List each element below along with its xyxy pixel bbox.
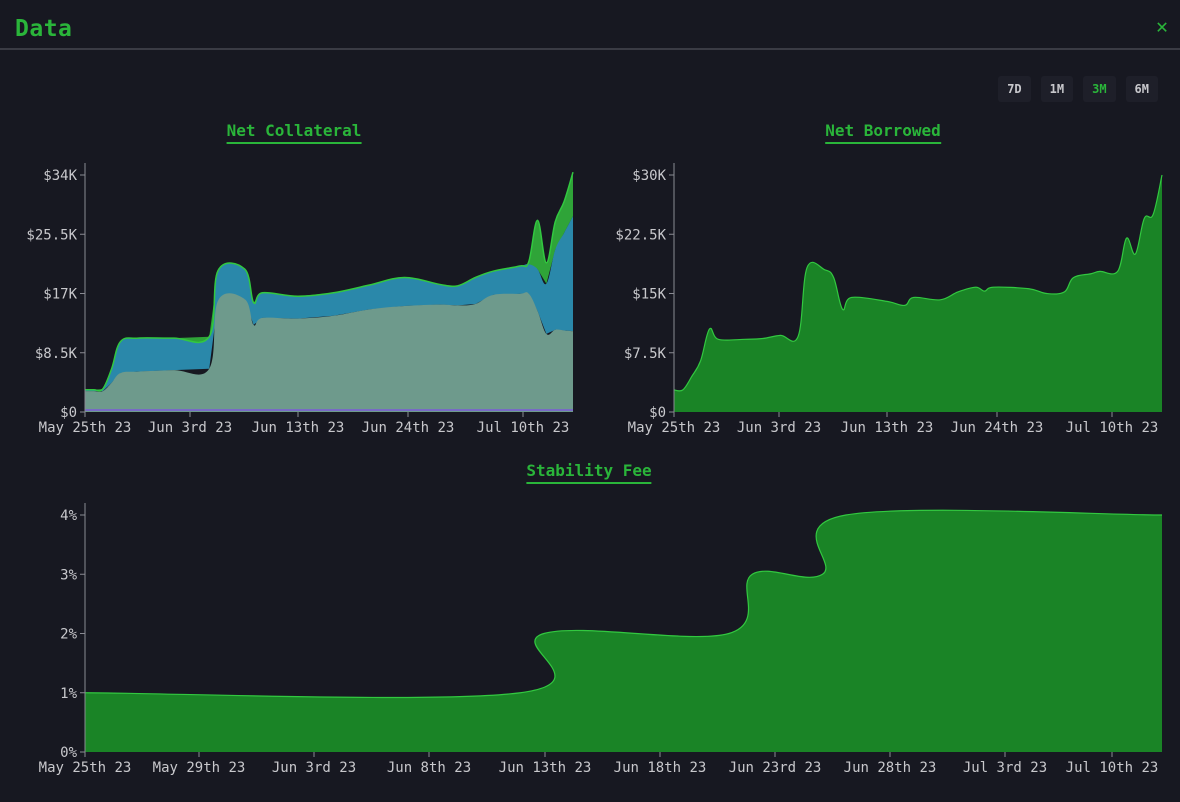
stability-y-tick-label: 1% (60, 686, 77, 702)
collateral-y-tick-label: $34K (43, 168, 77, 184)
stability-x-tick-label: May 29th 23 (153, 760, 246, 776)
range-button-1m[interactable]: 1M (1040, 76, 1074, 102)
borrowed-x-tick-label: Jun 13th 23 (841, 420, 934, 436)
net-collateral-title: Net Collateral (226, 121, 362, 144)
stability-x-tick-label: Jun 13th 23 (499, 760, 592, 776)
range-button-3m[interactable]: 3M (1083, 76, 1116, 102)
range-button-6m[interactable]: 6M (1125, 76, 1158, 102)
borrowed-y-tick-label: $7.5K (624, 346, 667, 362)
stability-y-tick-label: 3% (60, 567, 77, 583)
collateral-y-tick-label: $0 (60, 405, 77, 421)
borrowed-x-tick-label: May 25th 23 (628, 420, 721, 436)
stability-x-tick-label: Jun 28th 23 (844, 760, 937, 776)
range-button-7d[interactable]: 7D (998, 76, 1031, 102)
borrowed-y-tick-label: $30K (632, 168, 666, 184)
stability-x-tick-label: Jun 8th 23 (387, 760, 471, 776)
stability-x-tick-label: Jun 3rd 23 (272, 760, 356, 776)
collateral-x-tick-label: Jul 10th 23 (477, 420, 570, 436)
collateral-total-line (84, 171, 574, 392)
borrowed-x-tick-label: Jul 10th 23 (1066, 420, 1159, 436)
collateral-x-tick-label: Jun 3rd 23 (148, 420, 232, 436)
borrowed-x-tick-label: Jun 3rd 23 (737, 420, 821, 436)
stability-y-tick-label: 0% (60, 745, 77, 761)
stability-y-tick-label: 4% (60, 508, 77, 524)
stability-x-tick-label: Jun 18th 23 (614, 760, 707, 776)
stability-fee-area (85, 510, 1162, 752)
collateral-x-tick-label: May 25th 23 (39, 420, 132, 436)
borrowed-y-tick-label: $0 (649, 405, 666, 421)
stability-fee-title: Stability Fee (526, 461, 652, 484)
borrowed-x-tick-label: Jun 24th 23 (951, 420, 1044, 436)
net-borrowed-title: Net Borrowed (825, 121, 941, 144)
stability-x-tick-label: May 25th 23 (39, 760, 132, 776)
stability-x-tick-label: Jul 3rd 23 (963, 760, 1047, 776)
stability-y-tick-label: 2% (60, 627, 77, 643)
time-range-selector: 7D 1M 3M 6M (998, 76, 1158, 102)
collateral-y-tick-label: $17K (43, 287, 77, 303)
collateral-y-tick-label: $8.5K (35, 346, 78, 362)
borrowed-y-tick-label: $15K (632, 287, 666, 303)
collateral-x-tick-label: Jun 13th 23 (252, 420, 345, 436)
borrowed-y-tick-label: $22.5K (615, 227, 666, 243)
collateral-y-tick-label: $25.5K (26, 227, 77, 243)
panel-header: Data ✕ (0, 0, 1180, 50)
borrowed-area (674, 175, 1162, 412)
collateral-x-tick-label: Jun 24th 23 (362, 420, 455, 436)
collateral-series-1-area (85, 292, 573, 412)
borrowed-line (673, 174, 1163, 392)
collateral-series-2-area (85, 216, 573, 392)
stability-fee-line (84, 509, 1163, 699)
panel-title: Data (15, 16, 73, 42)
stability-x-tick-label: Jul 10th 23 (1066, 760, 1159, 776)
stability-x-tick-label: Jun 23rd 23 (729, 760, 822, 776)
close-icon[interactable]: ✕ (1155, 14, 1168, 38)
